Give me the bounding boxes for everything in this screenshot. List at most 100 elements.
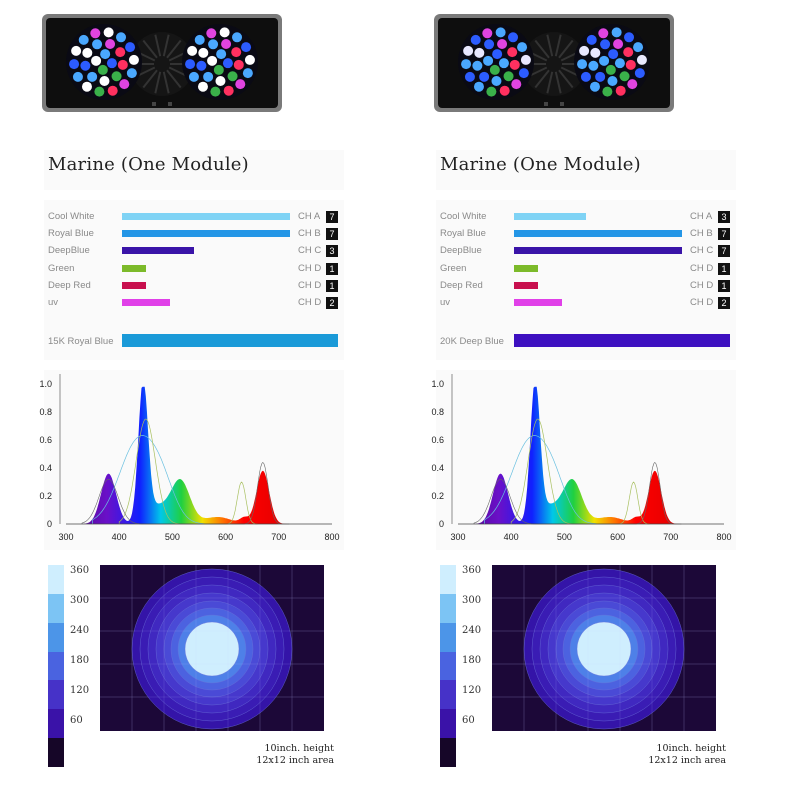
- channel-name: CH B: [298, 228, 321, 239]
- panel-right: Marine (One Module) Cool White CH A 3 Royal …: [392, 0, 792, 800]
- heatmap-note: 12x12 inch area: [648, 755, 726, 766]
- channel-label: uv: [48, 297, 59, 308]
- light-fixture-image: [434, 14, 674, 112]
- par-heatmap: [100, 565, 324, 731]
- channel-bar: [514, 282, 538, 289]
- color-temp-bar: [514, 334, 730, 347]
- scale-label: 240: [462, 625, 482, 636]
- scale-swatch: [440, 565, 456, 594]
- channel-level-badge: 7: [326, 211, 338, 223]
- x-tick-label: 500: [165, 532, 180, 542]
- y-tick-label: 0: [47, 519, 52, 529]
- channel-label: Green: [48, 263, 75, 274]
- y-tick-label: 0: [439, 519, 444, 529]
- channel-label: Cool White: [48, 211, 95, 222]
- channel-label: Deep Red: [48, 280, 91, 291]
- x-tick-label: 700: [663, 532, 678, 542]
- scale-swatch: [440, 709, 456, 739]
- channel-label: Royal Blue: [440, 228, 486, 239]
- channel-level-badge: 1: [326, 280, 338, 292]
- panel-left: Marine (One Module) Cool White CH A 7 Royal …: [39, 14, 344, 767]
- scale-label: 180: [462, 655, 482, 666]
- intensity-scale: [48, 565, 64, 767]
- channel-bar: [122, 299, 170, 306]
- x-tick-label: 300: [450, 532, 465, 542]
- channel-name: CH D: [298, 297, 322, 308]
- channel-name: CH A: [690, 211, 713, 222]
- spectrum-area: [81, 386, 301, 524]
- channel-level-badge: 7: [718, 228, 730, 240]
- y-tick-label: 1.0: [431, 379, 444, 389]
- scale-swatch: [48, 738, 64, 767]
- channel-bar: [122, 230, 290, 237]
- channel-level-badge: 1: [718, 263, 730, 275]
- heatmap-note: 12x12 inch area: [256, 755, 334, 766]
- channel-bar: [122, 213, 290, 220]
- channel-background: [436, 200, 736, 360]
- scale-swatch: [440, 651, 456, 681]
- heatmap-note: 10inch. height: [264, 743, 334, 754]
- channel-bar: [514, 230, 682, 237]
- channel-level-badge: 7: [718, 245, 730, 257]
- heat-ring: [184, 621, 240, 677]
- title-background: [436, 150, 736, 190]
- channel-label: uv: [440, 297, 451, 308]
- x-tick-label: 500: [557, 532, 572, 542]
- color-temp-label: 15K Royal Blue: [48, 336, 114, 347]
- scale-swatch: [48, 680, 64, 710]
- channel-bar: [514, 247, 682, 254]
- color-temp-bar: [122, 334, 338, 347]
- scale-swatch: [48, 651, 64, 681]
- channel-label: Cool White: [440, 211, 487, 222]
- scale-label: 60: [462, 715, 475, 726]
- scale-label: 360: [70, 565, 90, 576]
- spectrum-chart: 300 400 500 600 700 800 0 0.2 0.4 0.6 0.8 1.0: [39, 374, 340, 542]
- channel-bar: [122, 265, 146, 272]
- scale-swatch: [440, 593, 456, 623]
- channel-name: CH D: [690, 263, 714, 274]
- channel-name: CH A: [298, 211, 321, 222]
- x-tick-label: 700: [271, 532, 286, 542]
- scale-label: 360: [462, 565, 482, 576]
- scale-swatch: [48, 622, 64, 652]
- scale-label: 300: [70, 595, 90, 606]
- channel-name: CH C: [690, 245, 714, 256]
- channel-bar: [122, 282, 146, 289]
- channel-bar: [122, 247, 194, 254]
- y-tick-label: 0.2: [39, 491, 52, 501]
- channel-bar: [514, 265, 538, 272]
- channel-name: CH B: [690, 228, 713, 239]
- channel-label: DeepBlue: [440, 245, 482, 256]
- x-tick-label: 600: [218, 532, 233, 542]
- scale-swatch: [440, 680, 456, 710]
- par-heatmap: [492, 565, 716, 731]
- light-fixture-image: [42, 14, 282, 112]
- scale-label: 240: [70, 625, 90, 636]
- y-tick-label: 0.4: [431, 463, 444, 473]
- color-temp-label: 20K Deep Blue: [440, 336, 504, 347]
- scale-swatch: [440, 622, 456, 652]
- scale-swatch: [48, 565, 64, 594]
- x-tick-label: 800: [716, 532, 731, 542]
- channel-name: CH C: [298, 245, 322, 256]
- channel-background: [44, 200, 344, 360]
- channel-level-badge: 3: [326, 245, 338, 257]
- reference-curve-cyan: [484, 435, 597, 525]
- y-tick-label: 1.0: [39, 379, 52, 389]
- spectrum-area: [473, 386, 693, 524]
- panel-title: Marine (One Module): [48, 154, 249, 175]
- heatmap-note: 10inch. height: [656, 743, 726, 754]
- y-tick-label: 0.2: [431, 491, 444, 501]
- spectrum-chart: 300 400 500 600 700 800 0 0.2 0.4 0.6 0.8 1.0: [431, 374, 732, 542]
- channel-label: Green: [440, 263, 467, 274]
- channel-bar: [514, 213, 586, 220]
- channel-level-badge: 3: [718, 211, 730, 223]
- scale-label: 300: [462, 595, 482, 606]
- y-tick-label: 0.6: [39, 435, 52, 445]
- channel-name: CH D: [298, 280, 322, 291]
- channel-level-badge: 2: [718, 297, 730, 309]
- scale-swatch: [440, 738, 456, 767]
- y-tick-label: 0.4: [39, 463, 52, 473]
- scale-swatch: [48, 593, 64, 623]
- x-tick-label: 600: [610, 532, 625, 542]
